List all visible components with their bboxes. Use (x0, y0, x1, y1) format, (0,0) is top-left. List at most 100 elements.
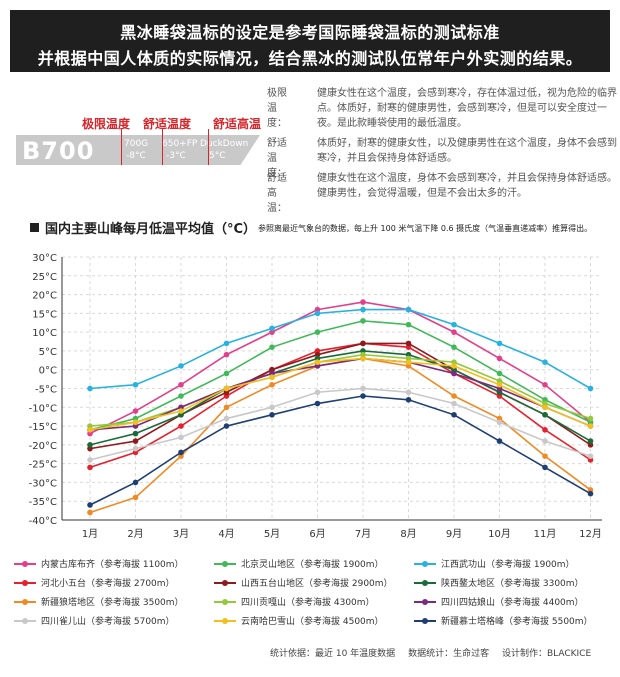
data-point (405, 321, 412, 328)
x-tick-label: 8月 (400, 528, 416, 540)
data-point (451, 363, 457, 369)
data-point (178, 408, 184, 414)
title-square-icon (30, 223, 39, 232)
spec-material: DuckDown (200, 139, 249, 149)
data-point (223, 423, 230, 429)
series-line (89, 387, 591, 461)
definition-term: 极限温度： (267, 88, 287, 129)
badge-bar (16, 135, 260, 165)
series-line (89, 308, 591, 390)
comfort-high-marker (208, 129, 209, 165)
data-point (405, 389, 412, 396)
definition-term: 舒适高温： (267, 173, 287, 214)
y-tick-label: 25°C (32, 272, 57, 283)
x-tick-label: 12月 (579, 528, 602, 540)
footer: 统计依据：最近 10 年温度数据 数据统计：生命过客 设计制作：BLACKICE (270, 646, 601, 659)
y-tick-label: -10°C (29, 403, 57, 414)
limit-temp-value: -8°C (126, 151, 146, 161)
data-point (223, 351, 230, 358)
data-point (542, 359, 548, 365)
data-point (542, 381, 548, 388)
data-point (542, 412, 548, 418)
data-point (223, 340, 230, 347)
data-point (223, 385, 230, 392)
data-point (542, 464, 548, 471)
data-point (451, 400, 457, 407)
series-line (89, 320, 591, 431)
data-point (132, 408, 139, 414)
y-tick-label: 30°C (32, 253, 57, 264)
legend-label: 江西武功山（参考海拔 1900m） (441, 560, 575, 570)
legend-label: 山西五台山地区（参考海拔 2900m） (241, 579, 393, 589)
x-tick-label: 7月 (355, 528, 371, 540)
legend-swatch (214, 618, 236, 624)
data-point (496, 340, 503, 347)
y-tick-label: 20°C (32, 291, 57, 302)
data-point (451, 370, 457, 377)
data-point (223, 370, 230, 377)
comfort-temp-label: 舒适温度 (143, 117, 192, 131)
data-point (451, 393, 457, 399)
data-point (542, 427, 548, 433)
data-point (542, 453, 548, 459)
data-point (269, 412, 275, 418)
legend-swatch (414, 618, 436, 624)
data-point (87, 502, 93, 508)
legend-label: 北京灵山地区（参考海拔 1900m） (241, 560, 384, 570)
limit-marker (121, 129, 122, 165)
spec-fill-power: 650+FP (162, 139, 198, 149)
legend-swatch (14, 580, 36, 586)
data-point (132, 419, 139, 426)
data-point (360, 340, 366, 347)
data-point (87, 427, 93, 433)
legend-label: 新疆狼塔地区（参考海拔 3500m） (41, 598, 184, 608)
y-tick-label: 15°C (32, 309, 57, 320)
legend-label: 四川贡嘎山（参考海拔 4300m） (241, 598, 375, 608)
legend-label: 云南哈巴雪山（参考海拔 4500m） (241, 617, 384, 627)
data-point (587, 438, 594, 444)
footer-stats: 统计依据：最近 10 年温度数据 (270, 649, 396, 659)
data-point (132, 479, 139, 486)
data-point (132, 430, 139, 437)
data-point (496, 381, 503, 388)
x-tick-label: 6月 (309, 528, 325, 540)
data-point (87, 442, 93, 448)
chart-note: 参照离最近气象台的数据，每上升 100 米气温下降 0.6 摄氏度（气温垂直递减… (258, 224, 593, 233)
data-point (496, 438, 503, 444)
data-point (496, 419, 503, 426)
data-point (314, 359, 321, 365)
y-tick-label: -40°C (29, 516, 57, 527)
x-tick-label: 5月 (264, 528, 280, 540)
y-tick-label: 0°C (39, 366, 57, 377)
x-tick-label: 2月 (127, 528, 143, 540)
data-point (496, 370, 503, 377)
series-line (89, 357, 591, 431)
data-point (178, 449, 184, 456)
data-point (87, 457, 93, 463)
y-tick-label: 5°C (39, 347, 57, 358)
data-point (269, 381, 275, 388)
legend-label: 新疆慕士塔格峰（参考海拔 5500m） (441, 617, 593, 627)
comfort-high-label: 舒适高温 (213, 117, 262, 131)
data-point (360, 355, 366, 362)
series-line (89, 357, 591, 431)
data-point (451, 321, 457, 328)
product-badge: B700 700G 650+FP DuckDown -8°C -3°C 5°C (14, 135, 264, 167)
legend-label: 河北小五台（参考海拔 2700m） (41, 579, 175, 589)
header-line-1: 黑冰睡袋温标的设定是参考国际睡袋温标的测试标准 (120, 23, 500, 42)
data-point (587, 423, 594, 429)
y-tick-label: -30°C (29, 478, 57, 489)
data-point (360, 299, 366, 305)
legend-label: 四川四姑娘山（参考海拔 4400m） (441, 598, 584, 608)
data-point (360, 318, 366, 324)
data-point (178, 434, 184, 441)
series-line (89, 350, 591, 446)
data-point (269, 374, 275, 381)
data-point (87, 385, 93, 392)
legend-label: 四川雀儿山（参考海拔 5700m） (41, 617, 175, 627)
data-point (178, 393, 184, 399)
spec-fill-weight: 700G (124, 139, 149, 149)
data-point (132, 494, 139, 501)
data-point (269, 344, 275, 350)
comfort-marker (162, 129, 163, 165)
